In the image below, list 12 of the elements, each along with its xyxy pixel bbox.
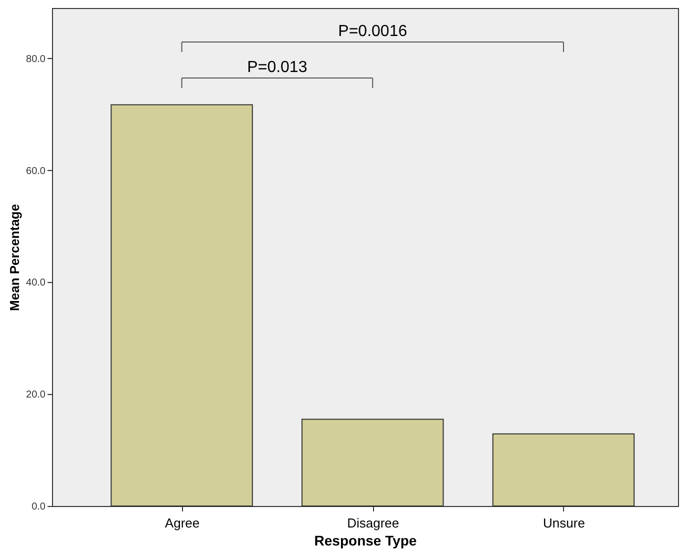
x-tick-label: Agree <box>164 516 200 530</box>
y-tick-label: 20.0 <box>26 390 46 401</box>
y-tick-label: 80.0 <box>26 54 46 65</box>
x-tick-label: Unsure <box>543 516 585 530</box>
annotation: P=0.0016 <box>338 23 408 40</box>
y-axis-title: Mean Percentage <box>7 204 22 311</box>
y-tick-label: 0.0 <box>32 502 46 512</box>
x-tick-label: Disagree <box>347 516 400 530</box>
y-tick-label: 40.0 <box>26 278 46 289</box>
annotation: P=0.013 <box>247 59 308 76</box>
y-tick-label: 60.0 <box>26 166 46 177</box>
x-axis-title: Response Type <box>314 532 417 548</box>
